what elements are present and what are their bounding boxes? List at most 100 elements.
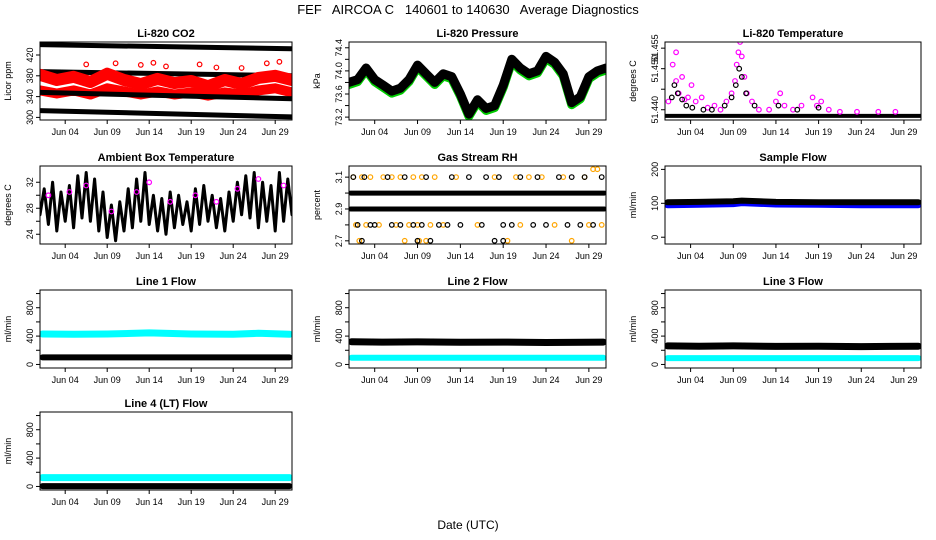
line-1-flow-ylabel: ml/min — [3, 316, 13, 343]
licor-temperature-point — [766, 106, 772, 113]
ambient-box-temperature-point — [66, 189, 73, 195]
figure-title: FEF AIRCOA C 140601 to 140630 Average Di… — [297, 2, 639, 17]
licor-temperature-point — [683, 102, 690, 109]
line-4-lt-flow-xtick-label: Jun 04 — [52, 497, 79, 507]
licor-pressure-panel: Li-820 Pressure kPa Jun 04 Jun 09 Jun 14 Jun … — [312, 28, 607, 137]
line-3-flow-ytick-label: 0 — [650, 362, 660, 367]
licor-temperature-point — [749, 98, 755, 105]
licor-temperature-point — [673, 49, 679, 56]
licor-temperature-point — [668, 94, 675, 101]
line-2-flow-panel: Line 2 Flow ml/min Jun 04 Jun 09 Jun 14 Jun 1… — [312, 276, 607, 385]
licor-co2-point — [196, 61, 203, 68]
licor-co2-data — [40, 42, 292, 120]
line-1-flow-ytick-label: 400 — [25, 329, 35, 344]
line-3-flow-frame — [664, 289, 922, 369]
gas-stream-rh-series-rh-black — [350, 174, 605, 244]
line-2-flow-xtick-label: Jun 04 — [361, 375, 388, 385]
sample-flow-series-sample-flow-black — [665, 197, 921, 206]
licor-temperature-point — [736, 65, 743, 72]
gas-stream-rh-title: Gas Stream RH — [437, 152, 517, 164]
gas-stream-rh-ytick-label: 3.1 — [334, 171, 344, 184]
line-2-flow-frame — [348, 289, 607, 369]
gas-stream-rh-point — [530, 221, 537, 228]
ambient-box-temperature-data — [40, 171, 292, 243]
gas-stream-rh-frame — [348, 165, 607, 245]
licor-co2-point — [263, 60, 270, 67]
gas-stream-rh-xtick-label: Jun 14 — [447, 251, 474, 261]
ambient-box-temperature-series-box-temp-magenta — [45, 176, 287, 215]
gas-stream-rh-point — [431, 174, 438, 181]
gas-stream-rh-point — [418, 221, 425, 228]
licor-temperature-point — [892, 108, 899, 115]
gas-stream-rh-point — [491, 237, 498, 244]
licor-pressure-xtick-label: Jun 14 — [447, 127, 474, 137]
licor-temperature-series-temp-magenta — [665, 42, 899, 115]
licor-temperature-point — [717, 106, 724, 113]
licor-temperature-panel: Li-820 Temperature degrees C Jun 04 Jun 09 J… — [628, 28, 922, 137]
licor-temperature-point — [679, 96, 685, 103]
gas-stream-rh-point — [526, 174, 532, 181]
licor-temperature-point — [721, 102, 728, 109]
sample-flow-xtick-label: Jun 04 — [677, 251, 704, 261]
licor-temperature-xtick-label: Jun 19 — [805, 127, 832, 137]
ambient-box-temperature-point — [146, 179, 153, 186]
sample-flow-panel: Sample Flow ml/min Jun 04 Jun 09 Jun 14 Jun 1… — [628, 152, 922, 261]
licor-pressure-data — [349, 51, 606, 120]
licor-temperature-point — [794, 106, 801, 113]
line-1-flow-xtick-label: Jun 14 — [136, 375, 163, 385]
licor-temperature-xtick-label: Jun 29 — [890, 127, 917, 137]
licor-temperature-ytick-label: 51.450 — [650, 55, 660, 83]
ambient-box-temperature-xtick-label: Jun 09 — [94, 251, 121, 261]
gas-stream-rh-point — [371, 221, 378, 228]
licor-temperature-point — [728, 94, 735, 101]
gas-stream-rh-ytick-label: 2.9 — [334, 203, 344, 216]
line-3-flow-data — [665, 342, 921, 362]
ambient-box-temperature-point — [192, 192, 199, 199]
licor-co2-xtick-label: Jun 29 — [262, 127, 289, 137]
line-1-flow-title: Line 1 Flow — [136, 276, 196, 288]
line-3-flow-xtick-label: Jun 04 — [677, 375, 704, 385]
gas-stream-rh-point — [500, 237, 507, 244]
sample-flow-xtick-label: Jun 19 — [805, 251, 832, 261]
line-3-flow-ytick-label: 400 — [650, 329, 660, 344]
gas-stream-rh-point — [581, 174, 588, 181]
licor-temperature-point — [756, 106, 762, 113]
gas-stream-rh-point — [384, 174, 391, 181]
licor-temperature-point — [679, 73, 685, 80]
sample-flow-xtick-label: Jun 09 — [720, 251, 747, 261]
gas-stream-rh-point — [534, 174, 541, 181]
licor-temperature-ytick-label: 51.455 — [650, 34, 660, 62]
licor-temperature-point — [837, 108, 843, 115]
licor-co2-point — [276, 58, 283, 65]
gas-stream-rh-point — [556, 174, 562, 181]
gas-stream-rh-point — [496, 174, 502, 181]
licor-temperature-point — [732, 82, 739, 88]
line-2-flow-title: Line 2 Flow — [448, 276, 508, 288]
line-4-lt-flow-xtick-label: Jun 24 — [220, 497, 247, 507]
ambient-box-temperature-point — [45, 192, 52, 199]
licor-temperature-point — [825, 106, 832, 113]
line-1-flow-xtick-label: Jun 19 — [178, 375, 205, 385]
gas-stream-rh-point — [448, 174, 455, 181]
gas-stream-rh-xtick-label: Jun 19 — [490, 251, 517, 261]
licor-co2-frame — [39, 41, 293, 121]
licor-temperature-point — [669, 61, 676, 68]
ambient-box-temperature-point — [133, 189, 140, 195]
licor-pressure-xtick-label: Jun 09 — [404, 127, 431, 137]
licor-co2-panel: Li-820 CO2 Licor ppm Jun 04 Jun 09 Jun 14 Jun… — [3, 28, 293, 137]
licor-temperature-xtick-label: Jun 14 — [762, 127, 789, 137]
line-1-flow-xtick-label: Jun 29 — [262, 375, 289, 385]
gas-stream-rh-xtick-label: Jun 09 — [404, 251, 431, 261]
line-3-flow-panel: Line 3 Flow ml/min Jun 04 Jun 09 Jun 14 Jun 1… — [628, 276, 922, 385]
gas-stream-rh-point — [361, 174, 368, 181]
licor-temperature-point — [700, 106, 707, 113]
licor-co2-title: Li-820 CO2 — [137, 28, 194, 40]
licor-temperature-point — [674, 90, 681, 97]
gas-stream-rh-xtick-label: Jun 29 — [575, 251, 602, 261]
line-3-flow-xtick-label: Jun 14 — [762, 375, 789, 385]
licor-temperature-data — [665, 42, 921, 118]
licor-temperature-point — [671, 82, 678, 88]
ambient-box-temperature-title: Ambient Box Temperature — [98, 152, 235, 164]
gas-stream-rh-point — [359, 237, 365, 244]
